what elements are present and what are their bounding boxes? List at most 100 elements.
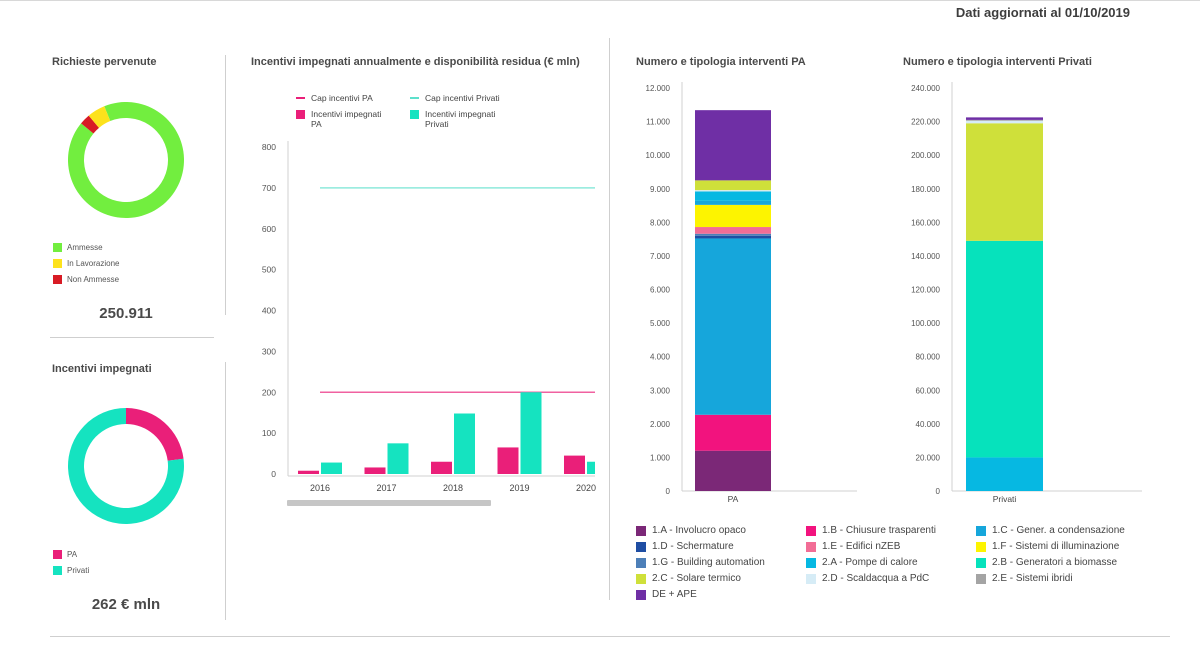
legend-label: 2.C - Solare termico [652, 573, 741, 584]
legend-swatch [410, 97, 419, 99]
legend-swatch [53, 258, 62, 268]
x-tick-label: PA [728, 494, 739, 504]
y-tick-label: 600 [262, 224, 276, 234]
bar-2016-1[interactable] [321, 462, 342, 474]
stack-segment-1.G[interactable] [695, 233, 771, 236]
legend-swatch [976, 525, 986, 536]
stack-segment-DE[interactable] [695, 110, 771, 181]
y-tick-label: 3.000 [650, 386, 671, 395]
incentivi-slice-0[interactable] [126, 408, 184, 461]
y-tick-label: 700 [262, 183, 276, 193]
legend-item[interactable]: Privati [53, 562, 89, 578]
richieste-slice-1[interactable] [81, 115, 100, 134]
stack-segment-1.B[interactable] [695, 414, 771, 451]
incentivi-legend: PA Privati [53, 546, 89, 578]
chart-scrollbar[interactable] [287, 500, 491, 506]
legend-item-2-B[interactable]: 2.B - Generatori a biomasse [976, 555, 1136, 570]
legend-item[interactable]: In Lavorazione [53, 255, 119, 271]
interventi-pa-chart: 0 1.000 2.000 3.000 4.000 5.000 6.000 7.000 8.00… [646, 82, 857, 504]
legend-label: 2.E - Sistemi ibridi [992, 573, 1073, 584]
legend-item-1-E[interactable]: 1.E - Edifici nZEB [806, 539, 976, 554]
legend-item[interactable]: Ammesse [53, 239, 119, 255]
legend-item-1-B[interactable]: 1.B - Chiusure trasparenti [806, 523, 976, 538]
y-tick-label: 180.000 [911, 185, 940, 194]
legend-swatch [636, 525, 646, 536]
bar-2019-0[interactable] [497, 447, 519, 474]
legend-item-1-F[interactable]: 1.F - Sistemi di illuminazione [976, 539, 1136, 554]
y-tick-label: 0 [666, 487, 671, 496]
bar-2018-0[interactable] [431, 461, 452, 474]
bar-2018-1[interactable] [454, 413, 475, 474]
y-tick-label: 10.000 [646, 151, 671, 160]
legend-label: 1.D - Schermature [652, 541, 734, 552]
richieste-donut [67, 102, 184, 218]
stack-segment-DE[interactable] [966, 117, 1043, 120]
incentivi-total: 262 € mln [91, 596, 161, 613]
stack-segment-2.A[interactable] [695, 191, 771, 201]
stack-segment-2.D[interactable] [966, 120, 1043, 124]
y-tick-label: 240.000 [911, 84, 940, 93]
stack-segment-1.F[interactable] [695, 204, 771, 228]
legend-item[interactable]: PA [53, 546, 89, 562]
stack-segment-2.E[interactable] [966, 119, 1043, 121]
y-tick-label: 7.000 [650, 252, 671, 261]
legend-label: 2.B - Generatori a biomasse [992, 557, 1118, 568]
interventi-pa-title: Numero e tipologia interventi PA [636, 56, 806, 68]
updated-date: Dati aggiornati al 01/10/2019 [955, 5, 1130, 20]
incentivi-annui-title: Incentivi impegnati annualmente e dispon… [251, 56, 580, 68]
stack-segment-2.C[interactable] [695, 180, 771, 191]
x-tick-label: 2018 [443, 483, 463, 493]
stack-segment-2.D[interactable] [695, 190, 771, 192]
y-tick-label: 500 [262, 265, 276, 275]
stack-segment-2.B[interactable] [966, 240, 1043, 458]
bar-2020-0[interactable] [564, 455, 585, 474]
legend-impegnati-pa[interactable]: Incentivi impegnati PA [296, 109, 391, 129]
legend-swatch [636, 541, 646, 552]
richieste-title: Richieste pervenute [52, 56, 157, 68]
stack-segment-1.D[interactable] [695, 235, 771, 239]
y-tick-label: 20.000 [916, 453, 941, 462]
incentivi-donut [68, 408, 184, 524]
legend-cap-privati[interactable]: Cap incentivi Privati [410, 93, 500, 103]
bar-2017-1[interactable] [387, 443, 409, 474]
y-tick-label: 120.000 [911, 286, 940, 295]
legend-item-1-C[interactable]: 1.C - Gener. a condensazione [976, 523, 1136, 538]
y-tick-label: 800 [262, 142, 276, 152]
legend-cap-pa[interactable]: Cap incentivi PA [296, 93, 373, 103]
legend-item-2-C[interactable]: 2.C - Solare termico [636, 571, 806, 586]
legend-item-2-D[interactable]: 2.D - Scaldacqua a PdC [806, 571, 976, 586]
header-line [0, 0, 1200, 1]
legend-item-1-G[interactable]: 1.G - Building automation [636, 555, 806, 570]
legend-swatch [806, 573, 816, 584]
legend-swatch [53, 549, 62, 559]
bar-2019-1[interactable] [520, 392, 542, 474]
richieste-legend: Ammesse In Lavorazione Non Ammesse [53, 239, 119, 287]
legend-item-2-E[interactable]: 2.E - Sistemi ibridi [976, 571, 1136, 586]
legend-impegnati-privati[interactable]: Incentivi impegnati Privati [410, 109, 505, 129]
stack-segment-1.C[interactable] [695, 238, 771, 415]
richieste-slice-2[interactable] [88, 106, 111, 128]
legend-swatch [636, 589, 646, 600]
tipologia-legend: 1.A - Involucro opaco 1.B - Chiusure tras… [636, 523, 1136, 602]
legend-item-2-A[interactable]: 2.A - Pompe di calore [806, 555, 976, 570]
legend-item[interactable]: Non Ammesse [53, 271, 119, 287]
stack-segment-2.C[interactable] [966, 123, 1043, 241]
y-tick-label: 12.000 [646, 84, 671, 93]
bar-2016-0[interactable] [298, 470, 319, 474]
stack-segment-2.A[interactable] [966, 457, 1043, 491]
y-tick-label: 200 [262, 387, 276, 397]
legend-swatch [806, 541, 816, 552]
separator-3 [609, 38, 610, 600]
stack-segment-1.E[interactable] [695, 227, 771, 234]
bar-2020-1[interactable] [587, 461, 595, 474]
bar-2017-0[interactable] [364, 467, 386, 474]
stack-segment-1.G2[interactable] [695, 200, 771, 205]
y-tick-label: 80.000 [916, 353, 941, 362]
stack-segment-1.A[interactable] [695, 450, 771, 491]
legend-label: Non Ammesse [67, 274, 120, 284]
legend-label: 2.A - Pompe di calore [822, 557, 918, 568]
legend-item-1-D[interactable]: 1.D - Schermature [636, 539, 806, 554]
y-tick-label: 4.000 [650, 353, 671, 362]
legend-item-1-A[interactable]: 1.A - Involucro opaco [636, 523, 806, 538]
legend-item-DE[interactable]: DE + APE [636, 587, 806, 602]
